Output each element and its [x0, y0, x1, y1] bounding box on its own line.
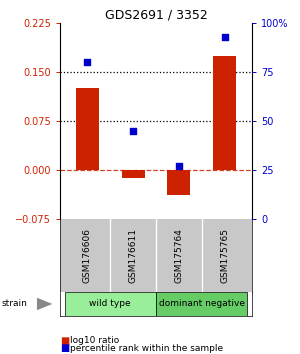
Point [176, 164, 181, 169]
Bar [76, 88, 99, 170]
Title: GDS2691 / 3352: GDS2691 / 3352 [105, 9, 207, 22]
Text: dominant negative: dominant negative [159, 299, 245, 308]
Text: GSM175764: GSM175764 [174, 228, 183, 283]
Point [85, 59, 90, 65]
Bar [156, 291, 248, 316]
Text: ■: ■ [60, 343, 69, 353]
Point [222, 34, 227, 40]
Point [131, 128, 136, 134]
Text: GSM175765: GSM175765 [220, 228, 229, 283]
Bar [122, 170, 145, 178]
Text: ■: ■ [60, 336, 69, 346]
Text: wild type: wild type [89, 299, 131, 308]
Bar [167, 170, 190, 195]
Bar [213, 56, 236, 170]
Polygon shape [37, 298, 52, 310]
Text: GSM176606: GSM176606 [83, 228, 92, 283]
Bar [64, 291, 156, 316]
Text: log10 ratio: log10 ratio [70, 336, 120, 345]
Text: GSM176611: GSM176611 [129, 228, 138, 283]
Text: strain: strain [2, 299, 27, 308]
Text: percentile rank within the sample: percentile rank within the sample [70, 344, 224, 353]
